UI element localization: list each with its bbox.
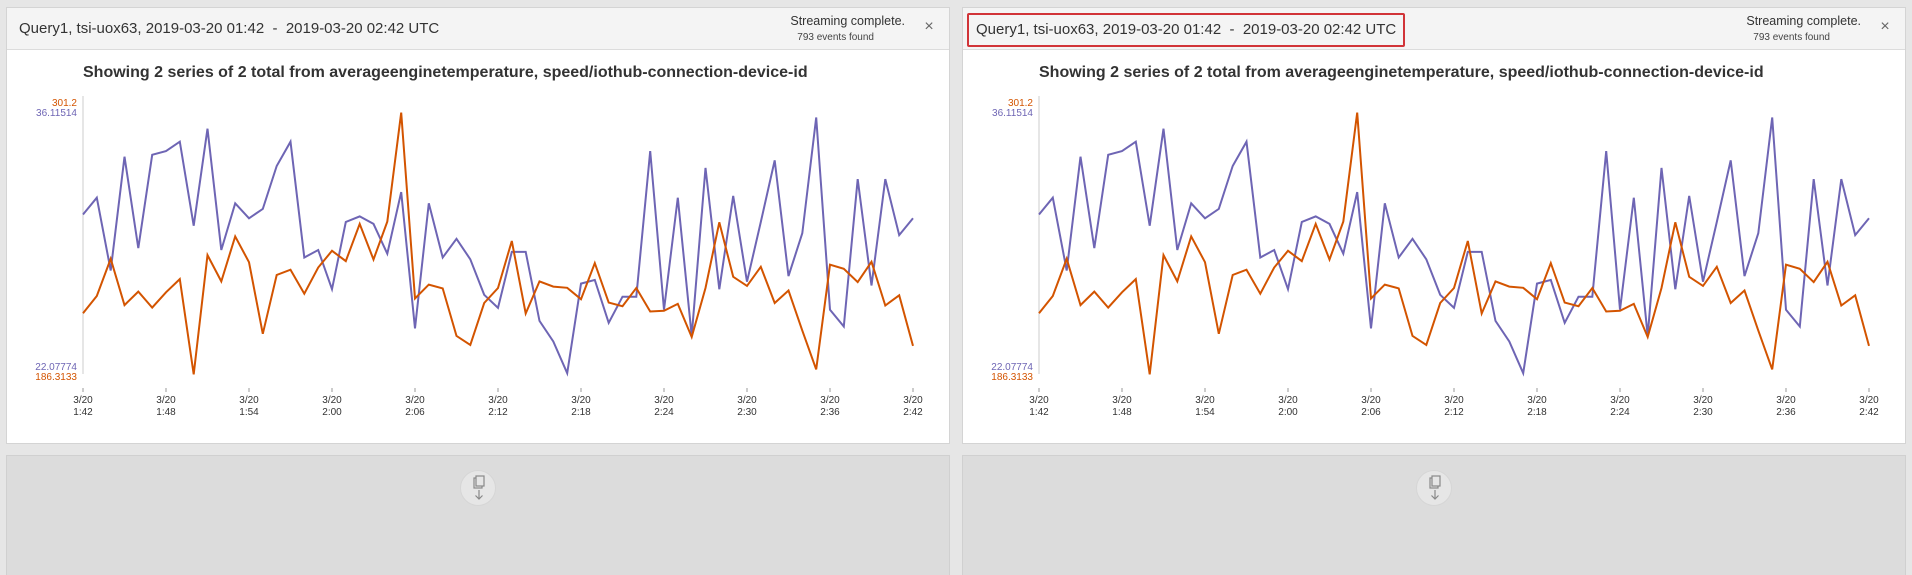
chart-panel-left: Query1, tsi-uox63, 2019-03-20 01:42 - 20… [6, 7, 950, 444]
x-tick-label: 3/20 [1112, 395, 1132, 406]
download-button[interactable] [1416, 470, 1452, 506]
x-tick-label: 2:06 [1361, 407, 1381, 418]
x-tick-label: 3/20 [1444, 395, 1464, 406]
x-tick-label: 1:42 [1029, 407, 1049, 418]
streaming-status: Streaming complete. [790, 14, 905, 28]
x-tick-label: 3/20 [1195, 395, 1215, 406]
series-line-purple[interactable] [1038, 117, 1870, 377]
x-tick-label: 3/20 [1859, 395, 1879, 406]
y-axis-label: 36.11514 [992, 108, 1033, 119]
x-tick-label: 2:30 [737, 407, 757, 418]
x-tick-label: 2:24 [654, 407, 674, 418]
x-tick-label: 2:00 [322, 407, 342, 418]
events-found-count: 793 events found [1753, 32, 1830, 43]
download-icon [473, 475, 485, 500]
chart-panel-right: Query1, tsi-uox63, 2019-03-20 01:42 - 20… [962, 7, 1906, 444]
x-tick-label: 2:24 [1610, 407, 1630, 418]
x-tick-label: 2:36 [820, 407, 840, 418]
x-tick-label: 3/20 [737, 395, 757, 406]
x-tick-label: 1:54 [239, 407, 259, 418]
x-tick-label: 3/20 [73, 395, 93, 406]
x-tick-label: 2:18 [571, 407, 591, 418]
x-tick-label: 1:54 [1195, 407, 1215, 418]
x-tick-label: 2:12 [488, 407, 508, 418]
x-tick-label: 3/20 [1776, 395, 1796, 406]
x-tick-label: 3/20 [903, 395, 923, 406]
y-axis-label: 301.2 [52, 98, 77, 109]
series-line-orange[interactable] [1038, 112, 1870, 375]
x-tick-label: 3/20 [654, 395, 674, 406]
x-tick-label: 1:42 [73, 407, 93, 418]
download-button[interactable] [460, 470, 496, 506]
panel-header: Query1, tsi-uox63, 2019-03-20 01:42 - 20… [963, 8, 1905, 50]
y-axis-label: 186.3133 [991, 372, 1033, 383]
x-tick-label: 3/20 [1610, 395, 1630, 406]
x-tick-label: 1:48 [1112, 407, 1132, 418]
x-tick-label: 2:00 [1278, 407, 1298, 418]
x-tick-label: 3/20 [1527, 395, 1547, 406]
series-line-purple[interactable] [82, 117, 914, 377]
chart-title: Showing 2 series of 2 total from average… [1039, 64, 1764, 81]
close-panel-button[interactable]: × [924, 18, 934, 35]
x-tick-label: 2:12 [1444, 407, 1464, 418]
panel-header: Query1, tsi-uox63, 2019-03-20 01:42 - 20… [7, 8, 949, 50]
y-axis-label: 301.2 [1008, 98, 1033, 109]
x-tick-label: 2:42 [1859, 407, 1879, 418]
x-tick-label: 3/20 [239, 395, 259, 406]
x-tick-label: 3/20 [1029, 395, 1049, 406]
x-tick-label: 3/20 [488, 395, 508, 406]
x-tick-label: 2:36 [1776, 407, 1796, 418]
x-tick-label: 1:48 [156, 407, 176, 418]
x-tick-label: 3/20 [405, 395, 425, 406]
x-tick-label: 2:42 [903, 407, 923, 418]
streaming-status: Streaming complete. [1746, 14, 1861, 28]
x-tick-label: 3/20 [156, 395, 176, 406]
y-axis-label: 186.3133 [35, 372, 77, 383]
series-line-orange[interactable] [82, 112, 914, 375]
x-tick-label: 3/20 [1693, 395, 1713, 406]
empty-panel-left [6, 455, 950, 575]
x-tick-label: 3/20 [322, 395, 342, 406]
x-tick-label: 2:30 [1693, 407, 1713, 418]
download-icon [1429, 475, 1441, 500]
x-tick-label: 2:06 [405, 407, 425, 418]
query-title: Query1, tsi-uox63, 2019-03-20 01:42 - 20… [19, 20, 440, 37]
chart-title: Showing 2 series of 2 total from average… [83, 64, 808, 81]
y-axis-label: 36.11514 [36, 108, 77, 119]
y-axis-label: 22.07774 [35, 362, 77, 373]
x-tick-label: 3/20 [1278, 395, 1298, 406]
x-tick-label: 2:18 [1527, 407, 1547, 418]
line-chart[interactable]: 301.236.1151422.07774186.31333/201:423/2… [963, 8, 1907, 445]
close-panel-button[interactable]: × [1880, 18, 1890, 35]
x-tick-label: 3/20 [1361, 395, 1381, 406]
x-tick-label: 3/20 [571, 395, 591, 406]
line-chart[interactable]: 301.236.1151422.07774186.31333/201:423/2… [7, 8, 951, 445]
y-axis-label: 22.07774 [991, 362, 1033, 373]
query-title-highlighted: Query1, tsi-uox63, 2019-03-20 01:42 - 20… [967, 13, 1406, 47]
x-tick-label: 3/20 [820, 395, 840, 406]
empty-panel-right [962, 455, 1906, 575]
events-found-count: 793 events found [797, 32, 874, 43]
